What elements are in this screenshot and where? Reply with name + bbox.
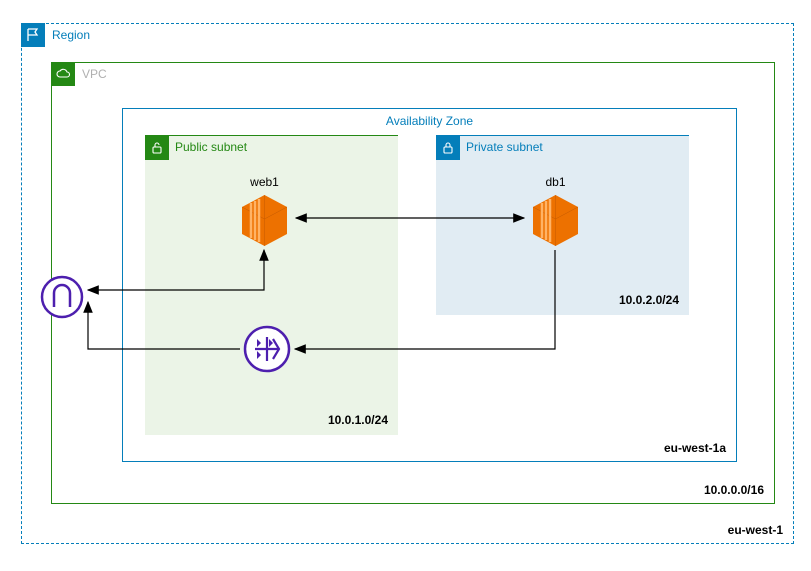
- private-subnet-label: Private subnet: [466, 140, 543, 154]
- lock-icon: [441, 141, 455, 155]
- ec2-icon: [237, 193, 292, 248]
- db1-label: db1: [528, 175, 583, 189]
- nat-gateway: [243, 325, 291, 378]
- db1-instance: db1: [528, 175, 583, 253]
- public-subnet-label: Public subnet: [175, 140, 247, 154]
- lock-open-icon: [150, 141, 164, 155]
- region-icon: [21, 23, 45, 47]
- private-subnet-icon: [436, 136, 460, 160]
- private-subnet-cidr: 10.0.2.0/24: [619, 293, 679, 307]
- az-bottom-label: eu-west-1a: [664, 441, 726, 455]
- public-subnet-icon: [145, 136, 169, 160]
- region-label: Region: [52, 28, 90, 42]
- web1-label: web1: [237, 175, 292, 189]
- flag-icon: [25, 27, 41, 43]
- internet-gateway: [40, 275, 84, 324]
- igw-icon: [40, 275, 84, 319]
- cloud-icon: [55, 66, 71, 82]
- az-label: Availability Zone: [386, 114, 473, 128]
- vpc-icon: [51, 62, 75, 86]
- vpc-bottom-label: 10.0.0.0/16: [704, 483, 764, 497]
- region-bottom-label: eu-west-1: [728, 523, 783, 537]
- public-subnet-cidr: 10.0.1.0/24: [328, 413, 388, 427]
- nat-icon: [243, 325, 291, 373]
- web1-instance: web1: [237, 175, 292, 253]
- vpc-label: VPC: [82, 67, 107, 81]
- ec2-icon: [528, 193, 583, 248]
